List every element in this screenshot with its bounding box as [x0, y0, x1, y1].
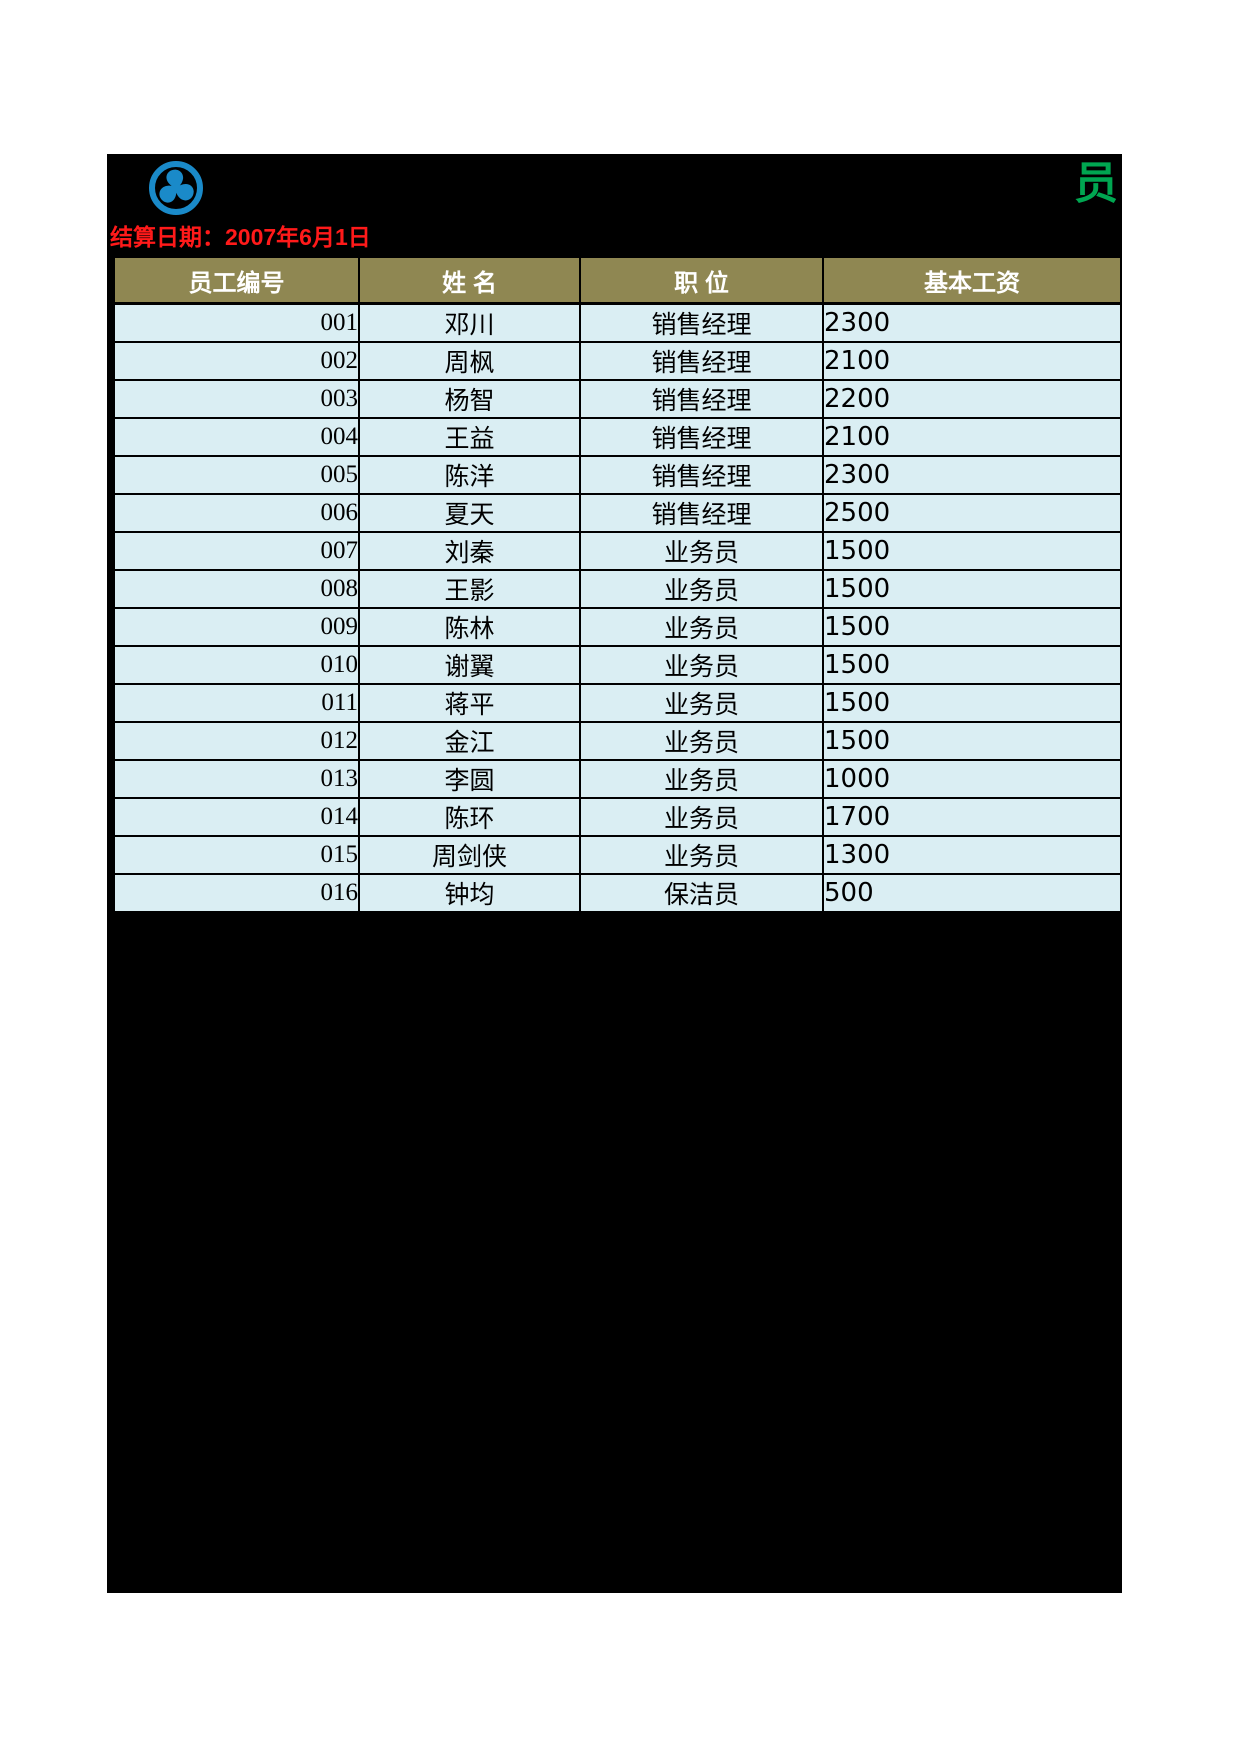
table-row: 003 杨智 销售经理 2200 [115, 380, 1120, 419]
employee-id-cell[interactable]: 005 [115, 456, 360, 495]
employee-id-cell[interactable]: 010 [115, 646, 360, 685]
salary-cell[interactable]: 1500 [823, 570, 1120, 609]
table-row: 009 陈林 业务员 1500 [115, 608, 1120, 647]
name-cell[interactable]: 王益 [359, 418, 581, 457]
table-row: 007 刘秦 业务员 1500 [115, 532, 1120, 571]
position-cell[interactable]: 销售经理 [580, 380, 824, 419]
name-cell[interactable]: 夏天 [359, 494, 581, 533]
table-row: 004 王益 销售经理 2100 [115, 418, 1120, 457]
position-cell[interactable]: 销售经理 [580, 303, 824, 343]
position-cell[interactable]: 业务员 [580, 760, 824, 799]
table-row: 002 周枫 销售经理 2100 [115, 342, 1120, 381]
position-cell[interactable]: 业务员 [580, 570, 824, 609]
name-cell[interactable]: 周剑侠 [359, 836, 581, 875]
position-cell[interactable]: 业务员 [580, 646, 824, 685]
table-row: 013 李圆 业务员 1000 [115, 760, 1120, 799]
sheet-title-partial: 员 [1074, 159, 1118, 208]
name-cell[interactable]: 谢翼 [359, 646, 581, 685]
salary-cell[interactable]: 1500 [823, 684, 1120, 723]
table-row: 001 邓川 销售经理 2300 [115, 303, 1120, 343]
table-row: 016 钟均 保洁员 500 [115, 874, 1120, 913]
salary-cell[interactable]: 1000 [823, 760, 1120, 799]
employee-id-cell[interactable]: 014 [115, 798, 360, 837]
name-cell[interactable]: 杨智 [359, 380, 581, 419]
table-body: 001 邓川 销售经理 2300 002 周枫 销售经理 2100 003 杨智 销售经理 2200 0… [115, 303, 1120, 913]
settlement-date-label[interactable]: 结算日期：2007年6月1日 [110, 224, 371, 250]
table-row: 012 金江 业务员 1500 [115, 722, 1120, 761]
position-cell[interactable]: 销售经理 [580, 342, 824, 381]
position-cell[interactable]: 销售经理 [580, 456, 824, 495]
salary-cell[interactable]: 1500 [823, 532, 1120, 571]
salary-cell[interactable]: 500 [823, 874, 1120, 913]
table-row: 015 周剑侠 业务员 1300 [115, 836, 1120, 875]
employee-id-cell[interactable]: 012 [115, 722, 360, 761]
salary-cell[interactable]: 2200 [823, 380, 1120, 419]
salary-cell[interactable]: 1700 [823, 798, 1120, 837]
salary-cell[interactable]: 1500 [823, 608, 1120, 647]
table-row: 006 夏天 销售经理 2500 [115, 494, 1120, 533]
salary-table: 员工编号 姓 名 职 位 基本工资 001 邓川 销售经理 2300 002 周枫 销售经理… [115, 258, 1120, 913]
column-header-employee-id[interactable]: 员工编号 [115, 258, 360, 305]
pinwheel-reel-icon [149, 161, 203, 215]
table-row: 010 谢翼 业务员 1500 [115, 646, 1120, 685]
position-cell[interactable]: 业务员 [580, 722, 824, 761]
employee-id-cell[interactable]: 015 [115, 836, 360, 875]
table-row: 014 陈环 业务员 1700 [115, 798, 1120, 837]
column-header-position[interactable]: 职 位 [580, 258, 824, 305]
table-row: 005 陈洋 销售经理 2300 [115, 456, 1120, 495]
name-cell[interactable]: 钟均 [359, 874, 581, 913]
employee-id-cell[interactable]: 009 [115, 608, 360, 647]
name-cell[interactable]: 王影 [359, 570, 581, 609]
employee-id-cell[interactable]: 002 [115, 342, 360, 381]
position-cell[interactable]: 业务员 [580, 532, 824, 571]
employee-id-cell[interactable]: 003 [115, 380, 360, 419]
name-cell[interactable]: 金江 [359, 722, 581, 761]
name-cell[interactable]: 刘秦 [359, 532, 581, 571]
position-cell[interactable]: 业务员 [580, 684, 824, 723]
employee-id-cell[interactable]: 008 [115, 570, 360, 609]
salary-cell[interactable]: 1500 [823, 722, 1120, 761]
position-cell[interactable]: 销售经理 [580, 418, 824, 457]
employee-id-cell[interactable]: 001 [115, 303, 360, 343]
salary-cell[interactable]: 2300 [823, 456, 1120, 495]
column-header-base-salary[interactable]: 基本工资 [823, 258, 1120, 305]
employee-id-cell[interactable]: 011 [115, 684, 360, 723]
name-cell[interactable]: 蒋平 [359, 684, 581, 723]
position-cell[interactable]: 销售经理 [580, 494, 824, 533]
position-cell[interactable]: 保洁员 [580, 874, 824, 913]
table-header-row: 员工编号 姓 名 职 位 基本工资 [115, 258, 1120, 305]
position-cell[interactable]: 业务员 [580, 836, 824, 875]
salary-cell[interactable]: 2300 [823, 303, 1120, 343]
position-cell[interactable]: 业务员 [580, 608, 824, 647]
table-row: 008 王影 业务员 1500 [115, 570, 1120, 609]
table-row: 011 蒋平 业务员 1500 [115, 684, 1120, 723]
name-cell[interactable]: 陈林 [359, 608, 581, 647]
name-cell[interactable]: 陈洋 [359, 456, 581, 495]
salary-cell[interactable]: 2500 [823, 494, 1120, 533]
employee-id-cell[interactable]: 007 [115, 532, 360, 571]
worksheet-panel: 员 结算日期：2007年6月1日 员工编号 姓 名 职 位 基本工资 001 邓川… [107, 154, 1122, 1593]
name-cell[interactable]: 邓川 [359, 303, 581, 343]
salary-cell[interactable]: 2100 [823, 342, 1120, 381]
name-cell[interactable]: 李圆 [359, 760, 581, 799]
employee-id-cell[interactable]: 004 [115, 418, 360, 457]
employee-id-cell[interactable]: 006 [115, 494, 360, 533]
position-cell[interactable]: 业务员 [580, 798, 824, 837]
salary-cell[interactable]: 2100 [823, 418, 1120, 457]
salary-cell[interactable]: 1500 [823, 646, 1120, 685]
employee-id-cell[interactable]: 016 [115, 874, 360, 913]
employee-id-cell[interactable]: 013 [115, 760, 360, 799]
salary-cell[interactable]: 1300 [823, 836, 1120, 875]
column-header-name[interactable]: 姓 名 [359, 258, 581, 305]
name-cell[interactable]: 陈环 [359, 798, 581, 837]
name-cell[interactable]: 周枫 [359, 342, 581, 381]
